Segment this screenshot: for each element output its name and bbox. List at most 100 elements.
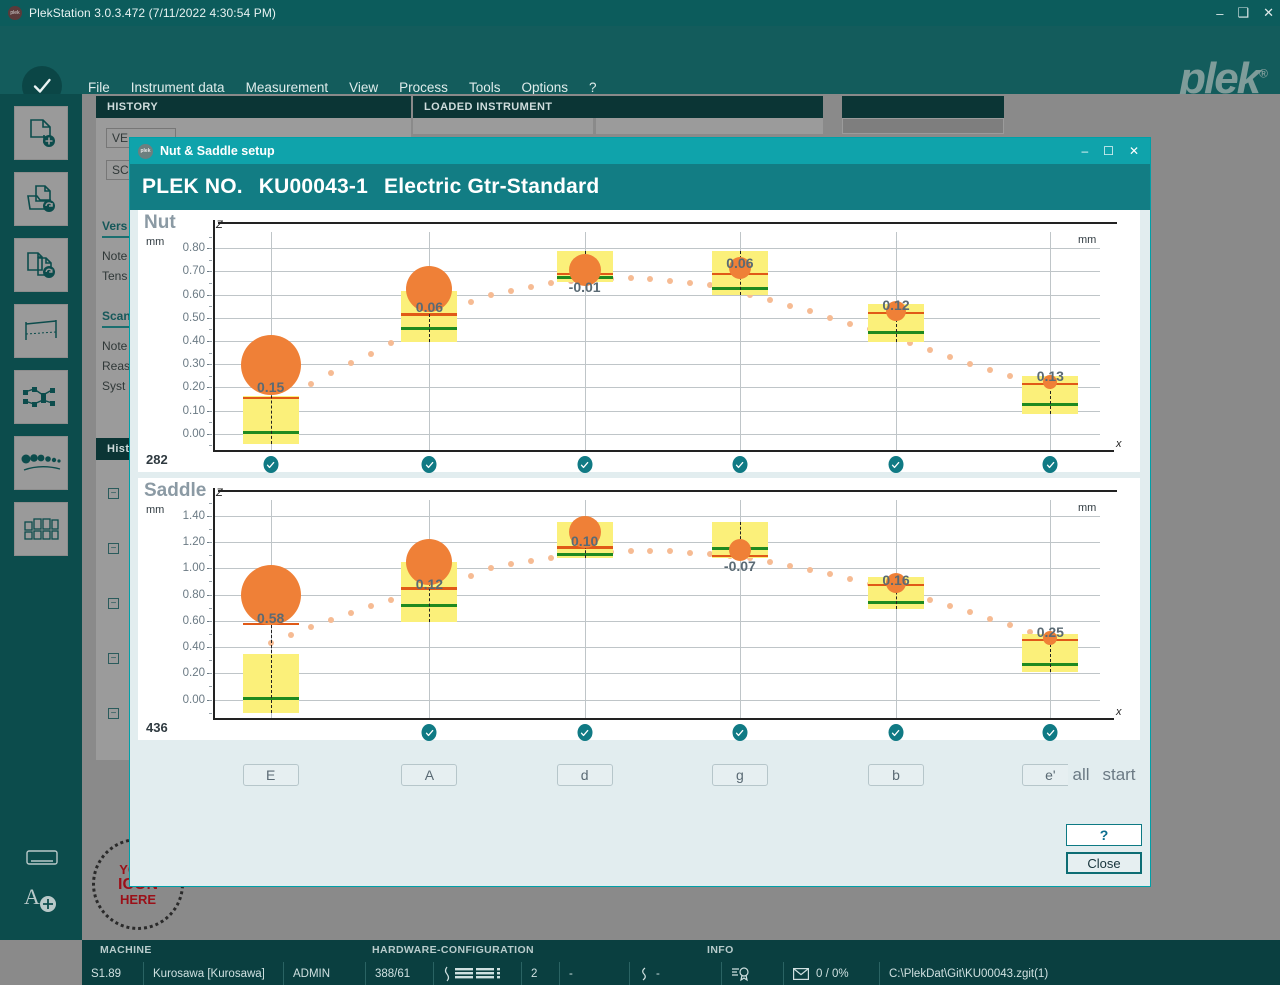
y-axis-minor-tick: [209, 352, 212, 354]
chart-top-rule: [218, 490, 1117, 492]
bg-label-notes-1: Note: [102, 249, 128, 263]
open-folder-icon[interactable]: [14, 172, 68, 226]
menu-item-measurement[interactable]: Measurement: [245, 79, 329, 95]
string-check-e'[interactable]: [1042, 456, 1058, 473]
deviation-bubble[interactable]: [568, 254, 601, 287]
help-button[interactable]: ?: [1066, 824, 1142, 846]
deviation-bubble[interactable]: [240, 564, 301, 625]
deviation-bubble[interactable]: [885, 300, 906, 321]
string-button-A[interactable]: A: [401, 764, 458, 786]
y-axis-minor-tick: [209, 502, 212, 504]
expander-2[interactable]: −: [108, 543, 119, 554]
y-axis-tick-label: 0.00: [182, 693, 205, 706]
string-button-E[interactable]: E: [242, 764, 299, 786]
deviation-bubble[interactable]: [406, 539, 453, 586]
string-button-b[interactable]: b: [867, 764, 924, 786]
y-axis-minor-tick: [209, 398, 212, 400]
gridline-horizontal: [213, 515, 1100, 517]
menu-item-view[interactable]: View: [349, 79, 379, 95]
expander-1[interactable]: −: [108, 488, 119, 499]
status-bar: MACHINE HARDWARE-CONFIGURATION INFO S1.8…: [82, 940, 1280, 985]
deviation-bubble[interactable]: [406, 265, 453, 312]
deviation-bubble[interactable]: [1043, 630, 1058, 645]
marker-drop-line: [895, 303, 897, 343]
gridline-horizontal: [213, 271, 1100, 273]
string-check-g[interactable]: [732, 724, 748, 741]
status-customer: Kurosawa [Kurosawa]: [144, 962, 284, 985]
gridline-vertical: [1050, 232, 1052, 450]
bg-label-scan: Scan: [102, 309, 131, 323]
all-button[interactable]: all: [1068, 764, 1094, 786]
close-icon[interactable]: ✕: [1263, 5, 1274, 20]
menu-item-instrument-data[interactable]: Instrument data: [130, 79, 225, 95]
string-check-d[interactable]: [577, 456, 593, 473]
maximize-icon[interactable]: ❑: [1237, 5, 1250, 20]
menu-item-file[interactable]: File: [88, 79, 110, 95]
measurement-dot: [667, 277, 674, 284]
language-icon[interactable]: A: [22, 878, 60, 918]
close-button[interactable]: Close: [1066, 852, 1142, 874]
expander-5[interactable]: −: [108, 708, 119, 719]
menu-item-tools[interactable]: Tools: [468, 79, 501, 95]
gridline-horizontal: [213, 341, 1100, 342]
y-axis-tick-label: 0.80: [182, 588, 205, 601]
menu-item-help[interactable]: ?: [588, 79, 597, 95]
marker-drop-line: [1050, 633, 1052, 673]
measurement-dot: [767, 558, 774, 565]
keyboard-icon[interactable]: [26, 848, 58, 868]
deviation-bubble[interactable]: [885, 572, 906, 593]
deviation-value-label: 0.06: [415, 299, 444, 316]
app-titlebar: plek PlekStation 3.0.3.472 (7/11/2022 4:…: [0, 0, 1280, 26]
dialog-window-controls[interactable]: – ☐ ✕: [1081, 144, 1150, 158]
gridline-horizontal: [213, 699, 1100, 701]
string-check-g[interactable]: [732, 456, 748, 473]
minimize-icon[interactable]: –: [1216, 5, 1224, 21]
dialog-close-icon[interactable]: ✕: [1128, 144, 1139, 158]
measurement-dot: [707, 550, 714, 557]
measurement-dot: [707, 282, 714, 289]
dialog-maximize-icon[interactable]: ☐: [1103, 144, 1114, 158]
chart-card-saddle: Saddle mm 436 0.58 0.12 0.10 -0.07 0.16 0.25 mm 0.…: [138, 478, 1140, 741]
measurement-dot: [307, 380, 314, 387]
gridline-vertical: [584, 500, 586, 718]
expander-3[interactable]: −: [108, 598, 119, 609]
status-fret-count: 2: [522, 962, 560, 985]
bg-label-reason: Reas: [102, 359, 131, 373]
expander-4[interactable]: −: [108, 653, 119, 664]
deviation-bubble[interactable]: [240, 335, 301, 396]
marker-drop-line: [429, 562, 431, 623]
app-window-controls[interactable]: – ❑ ✕: [1216, 0, 1274, 26]
gridline-horizontal: [213, 542, 1100, 544]
string-check-d[interactable]: [577, 724, 593, 741]
string-check-b[interactable]: [888, 724, 904, 741]
string-check-e'[interactable]: [1042, 724, 1058, 741]
nut-saddle-setup-dialog: plek Nut & Saddle setup – ☐ ✕ PLEK NO. K…: [130, 138, 1150, 886]
string-button-g[interactable]: g: [711, 764, 768, 786]
dots-curve-icon[interactable]: [14, 436, 68, 490]
tool-rail: A: [0, 94, 82, 940]
dialog-minimize-icon[interactable]: –: [1081, 144, 1089, 158]
copy-document-icon[interactable]: [14, 238, 68, 292]
string-check-b[interactable]: [888, 456, 904, 473]
deviation-bubble[interactable]: [1043, 374, 1058, 389]
start-button[interactable]: start: [1096, 764, 1142, 786]
fret-blocks-icon[interactable]: [14, 502, 68, 556]
dialog-titlebar: plek Nut & Saddle setup – ☐ ✕: [130, 138, 1150, 164]
menu-item-options[interactable]: Options: [521, 79, 568, 95]
neck-profile-icon[interactable]: [14, 304, 68, 358]
new-document-icon[interactable]: [14, 106, 68, 160]
plek-no-value: KU00043-1: [258, 175, 368, 198]
status-fret-config: [434, 962, 522, 985]
measurement-dot: [787, 562, 794, 569]
menu-item-process[interactable]: Process: [399, 79, 448, 95]
deviation-bubble[interactable]: [568, 515, 601, 548]
string-check-A[interactable]: [421, 456, 437, 473]
gridline-vertical: [739, 500, 741, 718]
deviation-bubble[interactable]: [728, 538, 751, 561]
status-counts: 388/61: [366, 962, 434, 985]
string-check-A[interactable]: [421, 724, 437, 741]
string-nodes-icon[interactable]: [14, 370, 68, 424]
deviation-bubble[interactable]: [728, 256, 751, 279]
string-button-d[interactable]: d: [556, 764, 613, 786]
string-check-E[interactable]: [263, 456, 279, 473]
